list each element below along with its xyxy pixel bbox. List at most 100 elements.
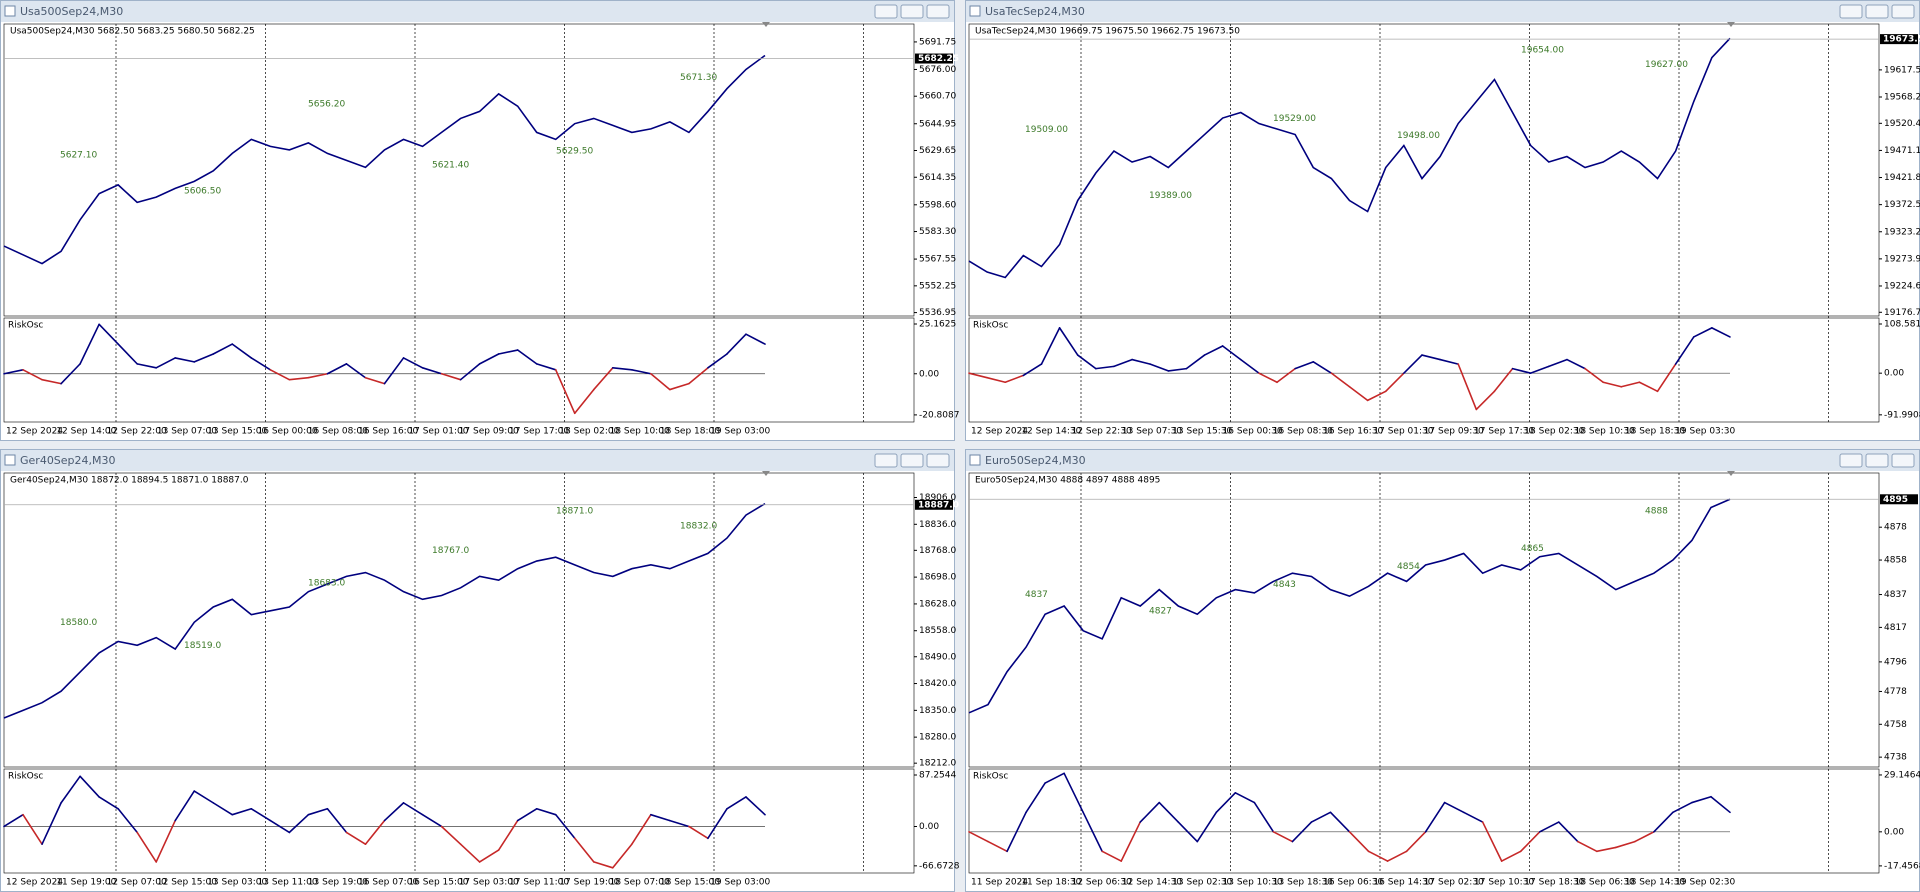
window-title: UsaTecSep24,M30 bbox=[985, 5, 1085, 18]
time-label: 11 Sep 2024 bbox=[971, 878, 1028, 888]
time-label: 12 Sep 2024 bbox=[6, 427, 63, 437]
oscillator-segment bbox=[1221, 345, 1242, 361]
oscillator-segment bbox=[193, 790, 215, 804]
time-label: 18 Sep 02:00 bbox=[559, 427, 619, 437]
level-annotation: 4843 bbox=[1273, 580, 1296, 590]
oscillator-segment bbox=[1584, 367, 1604, 384]
maximize-button[interactable] bbox=[900, 453, 924, 468]
minimize-button[interactable] bbox=[1839, 4, 1863, 19]
oscillator-segment bbox=[1384, 372, 1405, 393]
oscillator-segment bbox=[1548, 358, 1568, 368]
time-label: 13 Sep 07:00 bbox=[157, 427, 217, 437]
maximize-button[interactable] bbox=[1865, 4, 1889, 19]
oscillator-segment bbox=[631, 813, 652, 845]
oscillator-segment bbox=[193, 353, 215, 363]
oscillator-segment bbox=[1457, 363, 1478, 411]
oscillator-segment bbox=[60, 775, 81, 804]
oscillator-segment bbox=[516, 807, 538, 822]
chart-window[interactable]: Euro50Sep24,M30 Euro50Sep24,M30 4888 4897… bbox=[965, 449, 1920, 892]
price-tick-label: 19568.25 bbox=[1884, 93, 1920, 103]
oscillator-segment bbox=[1215, 792, 1237, 814]
price-tick-label: 19471.10 bbox=[1884, 146, 1920, 156]
chart-window[interactable]: UsaTecSep24,M30 UsaTecSep24,M30 19669.75 … bbox=[965, 0, 1920, 441]
oscillator-segment bbox=[1185, 354, 1206, 370]
oscillator-segment bbox=[1596, 846, 1617, 853]
current-price-box bbox=[1880, 494, 1918, 505]
price-line bbox=[3, 502, 766, 719]
close-button[interactable] bbox=[1891, 453, 1915, 468]
time-label: 13 Sep 18:30 bbox=[1273, 878, 1333, 888]
price-tick-label: 5676.00 bbox=[919, 65, 956, 75]
minimize-button[interactable] bbox=[1839, 453, 1863, 468]
time-label: 13 Sep 07:30 bbox=[1122, 427, 1182, 437]
oscillator-segment bbox=[1158, 801, 1180, 823]
level-annotation: 5627.10 bbox=[60, 150, 97, 160]
oscillator-segment bbox=[79, 323, 100, 365]
maximize-button[interactable] bbox=[1865, 453, 1889, 468]
oscillator-segment bbox=[22, 369, 43, 381]
oscillator-segment bbox=[212, 802, 234, 816]
price-tick-label: 18628.0 bbox=[919, 599, 956, 609]
price-line bbox=[968, 37, 1731, 279]
time-label: 18 Sep 14:30 bbox=[1625, 878, 1685, 888]
level-annotation: 18519.0 bbox=[184, 641, 221, 651]
price-tick-label: 4817 bbox=[1884, 623, 1907, 633]
oscillator-segment bbox=[1258, 372, 1278, 384]
symbol-header: Euro50Sep24,M30 4888 4897 4888 4895 bbox=[975, 476, 1160, 486]
oscillator-segment bbox=[1439, 358, 1460, 365]
level-annotation: 4827 bbox=[1149, 606, 1172, 616]
price-tick-label: 5691.75 bbox=[919, 37, 956, 47]
level-annotation: 4865 bbox=[1521, 544, 1544, 554]
oscillator-segment bbox=[1167, 367, 1188, 372]
oscillator-segment bbox=[1620, 381, 1641, 388]
oscillator-segment bbox=[1405, 831, 1427, 853]
oscillator-segment bbox=[1329, 811, 1351, 833]
oscillator-segment bbox=[41, 802, 62, 845]
oscillator-segment bbox=[1113, 358, 1133, 368]
time-label: 19 Sep 02:30 bbox=[1675, 878, 1735, 888]
time-label: 12 Sep 2024 bbox=[971, 427, 1028, 437]
price-tick-label: 5567.55 bbox=[919, 255, 956, 265]
oscillator-segment bbox=[3, 369, 24, 375]
close-button[interactable] bbox=[1891, 4, 1915, 19]
level-annotation: 4854 bbox=[1397, 562, 1420, 572]
price-tick-label: 4858 bbox=[1884, 556, 1907, 566]
oscillator-segment bbox=[98, 796, 119, 810]
price-line bbox=[968, 498, 1731, 714]
oscillator-segment bbox=[611, 843, 633, 869]
minimize-button[interactable] bbox=[874, 4, 898, 19]
oscillator-segment bbox=[1653, 811, 1674, 833]
chart-window[interactable]: Usa500Sep24,M30 Usa500Sep24,M30 5682.50 5… bbox=[0, 0, 960, 441]
price-tick-label: 18836.0 bbox=[919, 520, 956, 530]
oscillator-segment bbox=[1710, 795, 1731, 814]
oscillator-segment bbox=[1691, 795, 1712, 804]
oscillator-segment bbox=[611, 367, 633, 371]
oscillator-segment bbox=[136, 831, 157, 863]
level-annotation: 5621.40 bbox=[432, 160, 469, 170]
close-button[interactable] bbox=[926, 453, 950, 468]
close-button[interactable] bbox=[926, 4, 950, 19]
price-tick-label: 4778 bbox=[1884, 687, 1907, 697]
time-label: 16 Sep 16:30 bbox=[1323, 427, 1383, 437]
maximize-button[interactable] bbox=[900, 4, 924, 19]
time-label: 18 Sep 02:30 bbox=[1524, 427, 1584, 437]
oscillator-segment bbox=[1424, 801, 1446, 833]
oscillator-segment bbox=[707, 353, 728, 369]
oscillator-segment bbox=[402, 802, 424, 816]
time-label: 17 Sep 03:00 bbox=[459, 878, 519, 888]
oscillator-segment bbox=[1538, 821, 1560, 833]
oscillator-segment bbox=[535, 807, 557, 816]
oscillator-segment bbox=[987, 840, 1008, 853]
price-tick-label: 19224.60 bbox=[1884, 281, 1920, 291]
chart-shift-marker bbox=[762, 22, 770, 27]
oscillator-segment bbox=[1239, 358, 1260, 374]
oscillator-segment bbox=[650, 813, 671, 822]
chart-window[interactable]: Ger40Sep24,M30 Ger40Sep24,M30 18872.0 188… bbox=[0, 449, 960, 892]
time-label: 13 Sep 02:30 bbox=[1172, 878, 1232, 888]
title-bar bbox=[1, 450, 954, 471]
minimize-button[interactable] bbox=[874, 453, 898, 468]
time-label: 17 Sep 01:00 bbox=[408, 427, 468, 437]
oscillator-segment bbox=[1366, 390, 1387, 402]
oscillator-segment bbox=[98, 323, 119, 345]
oscillator-tick-label: 29.1464 bbox=[1884, 770, 1920, 780]
